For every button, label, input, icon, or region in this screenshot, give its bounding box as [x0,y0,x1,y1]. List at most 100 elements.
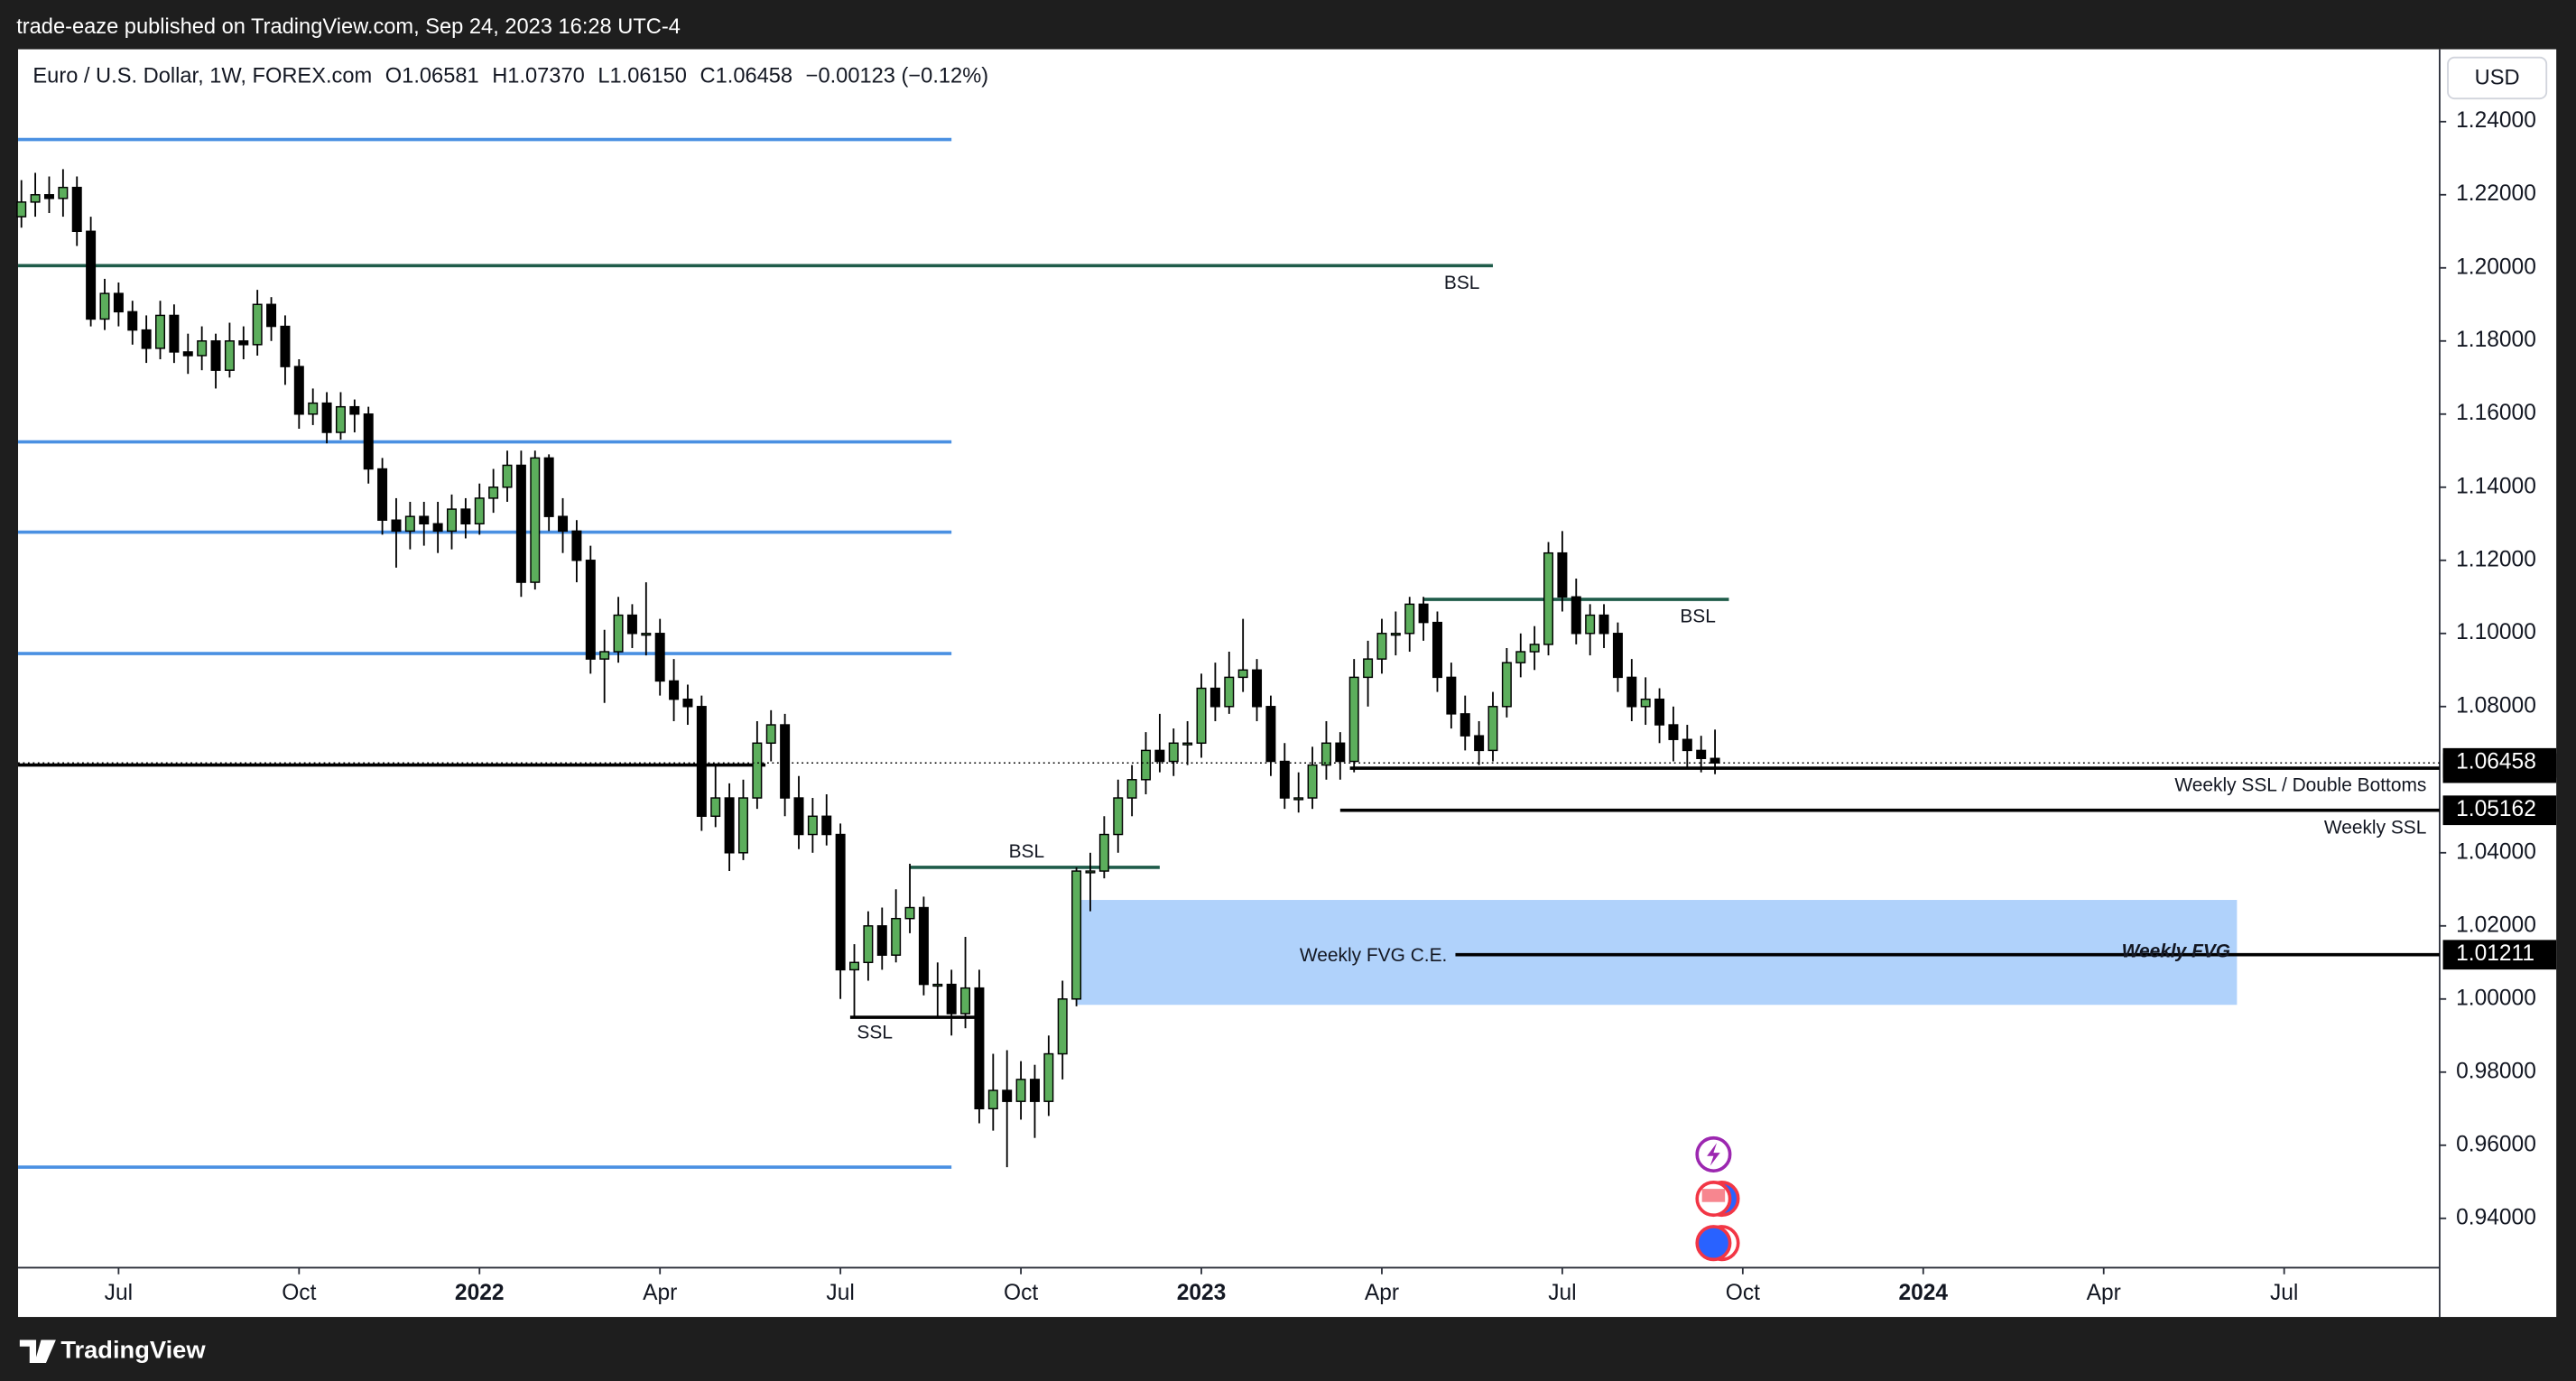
candle-body [182,351,193,357]
candle-body [169,314,180,353]
candle-body [1126,779,1137,799]
candle-body [280,325,291,367]
legend-item: C1.06458 [700,65,793,88]
y-tick-label: 1.20000 [2456,255,2536,279]
event-icon[interactable] [1695,1225,1732,1262]
x-tick-label: Oct [282,1281,316,1305]
candle-body [474,497,485,525]
price-tag [2442,940,2557,970]
candle-body [863,925,874,964]
candle-body [974,987,985,1110]
x-tick-label: Apr [643,1281,677,1305]
level-label: Weekly SSL / Double Bottoms [2174,775,2426,796]
x-tick-label: Jul [2270,1281,2298,1305]
y-tick-label: 1.18000 [2456,328,2536,352]
fvg-zone [1076,900,2238,1006]
candle-body [127,310,138,331]
candle-body [502,464,513,488]
candle-body [1113,797,1124,836]
candle-body [1182,742,1193,746]
candle-body [1002,1089,1013,1102]
y-tick-label: 1.02000 [2456,913,2536,937]
candle-body [335,405,346,433]
candle-body [1098,833,1109,872]
legend-item: L1.06150 [598,65,687,88]
candle-body [1376,633,1387,660]
legend-item: O1.06581 [385,65,479,88]
candle-body [1209,687,1220,708]
candle-body [432,523,443,533]
event-icons [1695,1135,1740,1262]
x-tick-label: Oct [1004,1281,1038,1305]
candle-body [558,515,569,533]
candle-body [932,983,943,987]
candle-body [1293,797,1304,801]
candle-body [654,633,665,682]
candle-body [1432,621,1442,679]
candle-body [252,303,263,346]
candle-body [960,987,971,1015]
x-tick-label: Jul [826,1281,854,1305]
candle-body [737,797,748,854]
candle-body [404,515,415,533]
level-label: Weekly SSL [2324,817,2427,838]
candle-body [946,983,957,1015]
candle-body [1459,713,1470,737]
legend-item: −0.00123 (−0.12%) [806,65,988,88]
candle-body [669,680,680,700]
y-tick-label: 1.22000 [2456,181,2536,206]
candle-body [1585,614,1596,635]
candle-body [113,292,124,313]
y-tick-label: 1.14000 [2456,474,2536,498]
candle-body [1168,742,1179,763]
price-tag-label: 1.05162 [2456,797,2536,821]
x-tick-label: 2023 [1177,1281,1227,1305]
candle-body [1015,1079,1026,1102]
candle-body [86,230,97,320]
candle-body [210,340,221,371]
candle-body [530,457,541,583]
price-tag [2442,747,2557,778]
candle-body [321,402,332,433]
candle-body [876,925,887,956]
candle-body [1626,676,1637,708]
x-tick-label: 2022 [455,1281,505,1305]
candle-body [891,917,902,956]
candle-body [1640,698,1651,708]
candle-body [724,797,735,854]
candle-body [238,340,249,346]
candle-body [155,314,166,349]
candle-body [1279,760,1290,799]
legend: Euro / U.S. Dollar, 1W, FOREX.com O1.0658… [32,65,988,88]
level-label: BSL [1444,273,1480,293]
currency[interactable]: USD [2475,67,2520,90]
candle-body [835,833,846,971]
candle-body [571,530,582,561]
candle-body [599,651,610,660]
candle-body [821,815,832,836]
publisher: trade-eaze published on TradingView.com,… [16,15,681,39]
y-tick-label: 1.04000 [2456,839,2536,864]
candle-body [1390,633,1401,636]
candle-body [71,186,82,232]
candle-body [1224,676,1235,708]
candle-body [1571,596,1581,635]
candle-body [1501,662,1512,708]
brand: TradingView [60,1335,206,1363]
candle-body [515,464,526,583]
x-tick-label: Oct [1726,1281,1760,1305]
candle-body [349,405,360,415]
candle-body [793,797,804,836]
candle-body [419,515,430,525]
currency-button[interactable] [2447,56,2548,100]
candle-body [1515,651,1526,663]
candle-body [460,508,471,525]
candle-body [1335,742,1346,763]
candle-body [1446,676,1457,715]
candle-body [682,698,693,708]
candle-body [141,329,152,349]
candle-body [1404,603,1415,635]
candle-body [293,366,304,415]
candle-body [488,487,499,499]
